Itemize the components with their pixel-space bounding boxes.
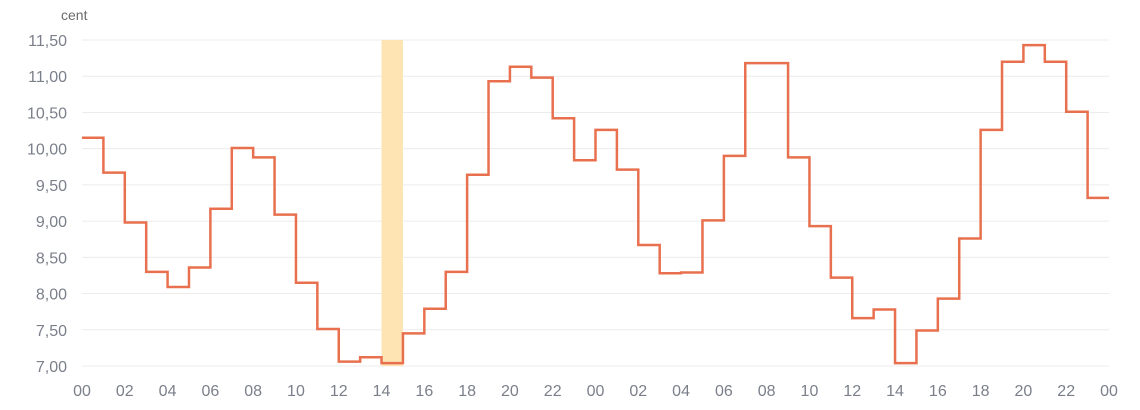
gridlines [82, 39, 1109, 367]
x-tick-label: 16 [929, 383, 947, 400]
current-hour-highlight [381, 40, 403, 366]
x-tick-label: 14 [886, 383, 904, 400]
y-tick-label: 8,00 [36, 287, 67, 304]
x-tick-label: 00 [587, 383, 605, 400]
x-tick-label: 04 [672, 383, 690, 400]
x-tick-label: 10 [801, 383, 819, 400]
x-tick-label: 00 [1100, 383, 1118, 400]
y-axis-ticks: 7,00 7,50 8,00 8,50 9,00 9,50 10,00 10,50 11,00 1… [27, 33, 67, 376]
x-tick-label: 18 [458, 383, 476, 400]
x-tick-label: 20 [1015, 383, 1033, 400]
x-tick-label: 08 [244, 383, 262, 400]
y-tick-label: 10,50 [27, 105, 67, 122]
x-tick-label: 14 [373, 383, 391, 400]
x-tick-label: 06 [201, 383, 219, 400]
price-step-line [82, 43, 1109, 365]
x-tick-label: 12 [330, 383, 348, 400]
x-tick-label: 10 [287, 383, 305, 400]
y-tick-label: 9,50 [36, 178, 67, 195]
y-tick-label: 8,50 [36, 250, 67, 267]
current-hour-highlight-layer [381, 40, 403, 366]
y-tick-label: 11,00 [28, 69, 67, 86]
x-tick-label: 06 [715, 383, 733, 400]
x-tick-label: 04 [159, 383, 177, 400]
y-tick-label: 7,50 [36, 323, 67, 340]
x-axis-ticks: 00 02 04 06 08 10 12 14 16 18 20 22 00 02 04 06 08 10 12 14… [73, 383, 1118, 400]
y-axis-unit-label: cent [61, 7, 88, 23]
y-tick-label: 11,50 [28, 33, 67, 50]
x-tick-label: 18 [972, 383, 990, 400]
x-tick-label: 20 [501, 383, 519, 400]
x-tick-label: 00 [73, 383, 91, 400]
series-layer [82, 43, 1109, 365]
y-tick-label: 10,00 [27, 142, 67, 159]
x-tick-label: 02 [116, 383, 134, 400]
x-tick-label: 08 [758, 383, 776, 400]
x-tick-label: 22 [544, 383, 562, 400]
y-tick-label: 9,00 [36, 214, 67, 231]
x-tick-label: 22 [1057, 383, 1075, 400]
x-tick-label: 12 [843, 383, 861, 400]
x-tick-label: 16 [415, 383, 433, 400]
x-tick-label: 02 [629, 383, 647, 400]
y-tick-label: 7,00 [36, 359, 67, 376]
